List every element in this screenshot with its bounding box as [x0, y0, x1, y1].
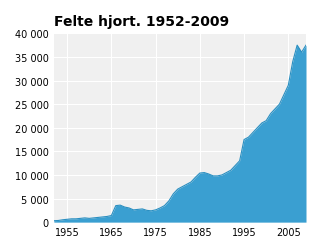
Text: Felte hjort. 1952-2009: Felte hjort. 1952-2009 — [54, 15, 229, 29]
